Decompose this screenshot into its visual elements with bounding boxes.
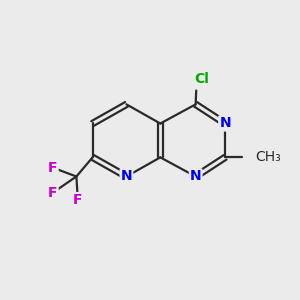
Text: F: F bbox=[73, 193, 83, 207]
Text: F: F bbox=[48, 186, 58, 200]
Text: F: F bbox=[48, 161, 58, 175]
Text: N: N bbox=[121, 169, 132, 184]
Text: CH₃: CH₃ bbox=[255, 150, 281, 164]
Text: N: N bbox=[190, 169, 202, 184]
Text: Cl: Cl bbox=[194, 72, 209, 86]
Text: N: N bbox=[219, 116, 231, 130]
